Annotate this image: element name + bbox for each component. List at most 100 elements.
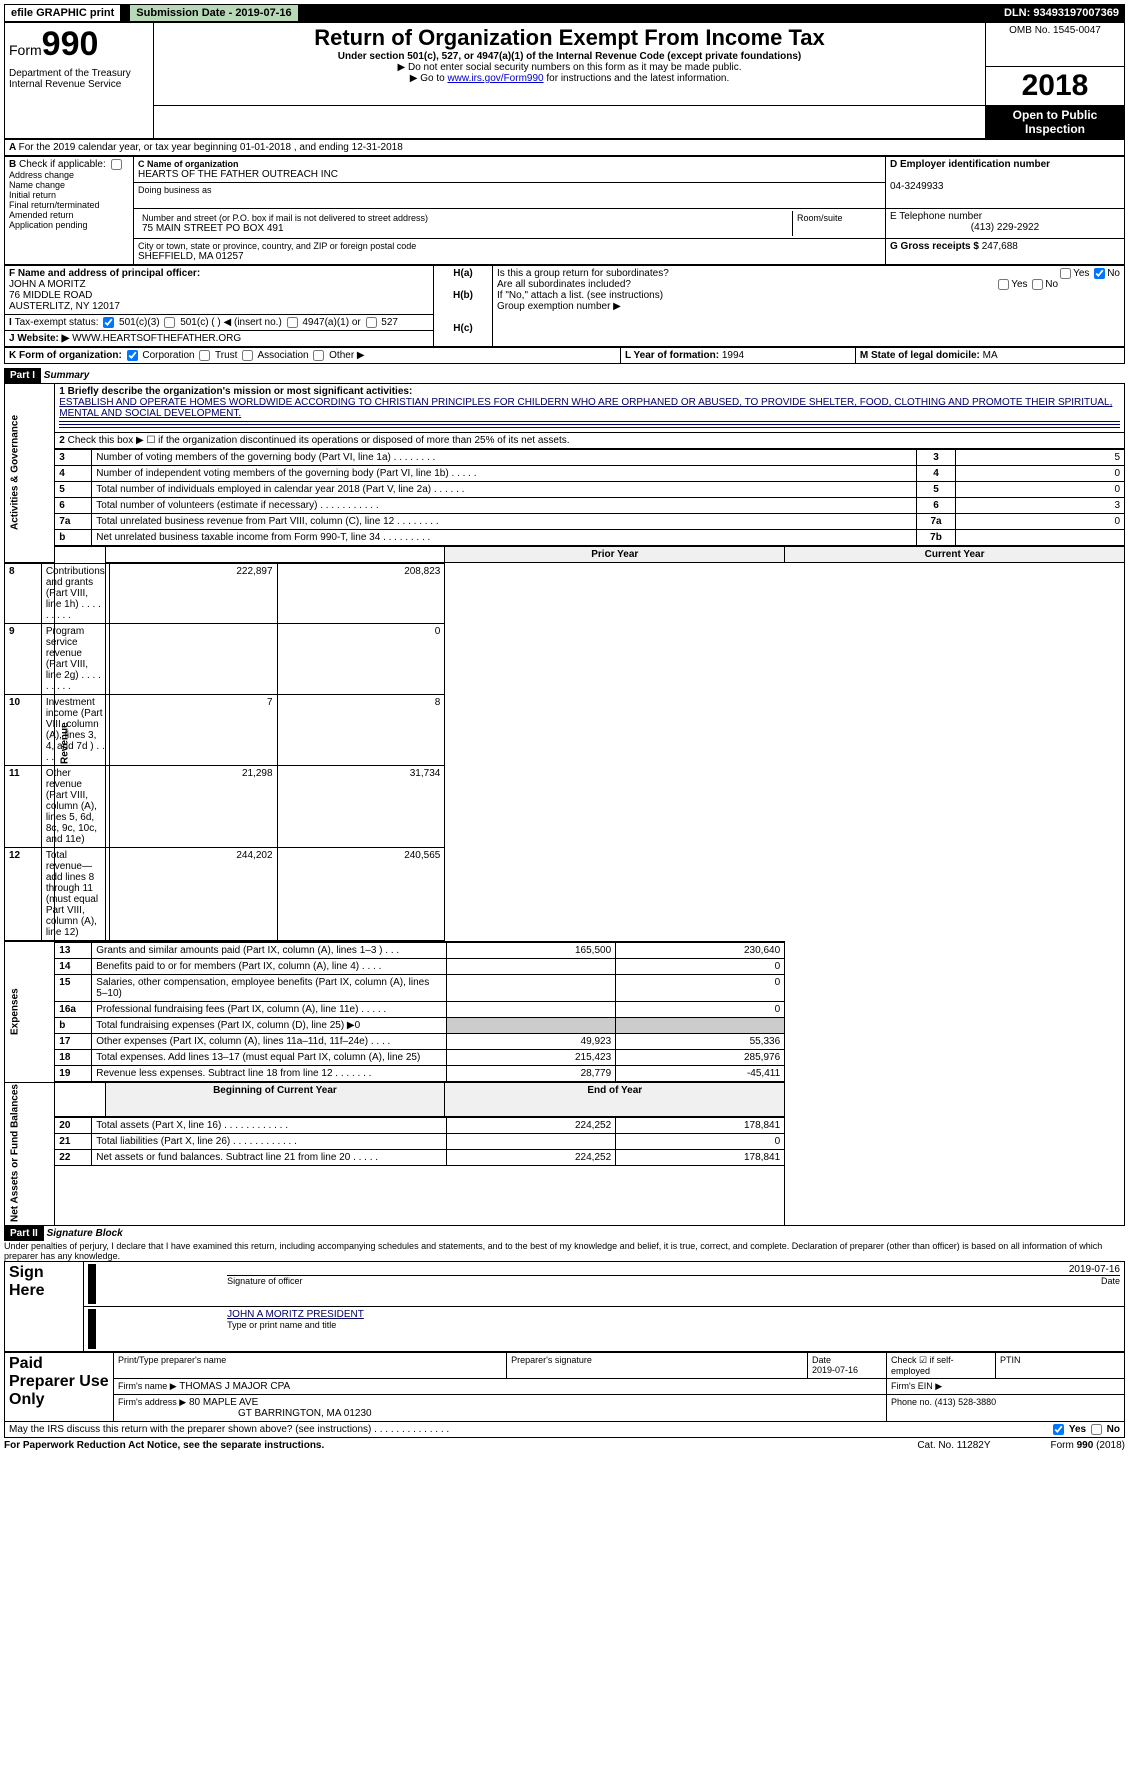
firm-name: THOMAS J MAJOR CPA xyxy=(179,1381,290,1392)
prior-value: 244,202 xyxy=(109,847,277,940)
line-box: 6 xyxy=(917,497,956,513)
line-text: Grants and similar amounts paid (Part IX… xyxy=(92,942,447,958)
line-text: Other expenses (Part IX, column (A), lin… xyxy=(92,1033,447,1049)
officer-addr1: 76 MIDDLE ROAD xyxy=(9,290,92,301)
check-applicable-box[interactable] xyxy=(111,159,122,170)
addr-label: Number and street (or P.O. box if mail i… xyxy=(142,213,788,223)
gross-value: 247,688 xyxy=(982,241,1018,252)
paid-preparer: Paid Preparer Use Only xyxy=(5,1352,114,1421)
irs-link[interactable]: www.irs.gov/Form990 xyxy=(447,73,543,84)
check-corp[interactable] xyxy=(127,350,138,361)
org-name-label: C Name of organization xyxy=(138,159,239,169)
line-box: 7b xyxy=(917,529,956,545)
check-item: Application pending xyxy=(9,220,129,230)
hb-no[interactable] xyxy=(1032,279,1043,290)
line-num: 7a xyxy=(55,513,92,529)
current-value: 31,734 xyxy=(277,765,444,847)
prior-value: 165,500 xyxy=(447,942,616,958)
line-num: 13 xyxy=(55,942,92,958)
line-text: Benefits paid to or for members (Part IX… xyxy=(92,958,447,974)
tax-year: 2018 xyxy=(986,66,1125,105)
irs-label: Internal Revenue Service xyxy=(9,79,149,90)
check-501c3[interactable] xyxy=(103,317,114,328)
org-name: HEARTS OF THE FATHER OUTREACH INC xyxy=(138,169,881,180)
sig-bar-icon xyxy=(88,1264,96,1304)
summary-table: Activities & Governance 1 Briefly descri… xyxy=(4,383,1125,1226)
check-other[interactable] xyxy=(313,350,324,361)
efile-label: efile GRAPHIC print xyxy=(4,4,121,22)
line-value: 3 xyxy=(956,497,1125,513)
form-org-label: K Form of organization: xyxy=(9,350,122,361)
mission-text: ESTABLISH AND OPERATE HOMES WORLDWIDE AC… xyxy=(59,397,1120,419)
phone-label: E Telephone number xyxy=(890,211,1120,222)
grey-cell xyxy=(447,1017,616,1033)
vlabel-ag: Activities & Governance xyxy=(5,383,55,562)
dept-treasury: Department of the Treasury xyxy=(9,68,149,79)
form-title: Return of Organization Exempt From Incom… xyxy=(158,25,981,51)
prior-value: 215,423 xyxy=(447,1049,616,1065)
goto-prefix: ▶ Go to xyxy=(410,73,448,84)
line-num: 8 xyxy=(5,563,41,623)
line-text: Net assets or fund balances. Subtract li… xyxy=(92,1150,447,1166)
officer-label: F Name and address of principal officer: xyxy=(9,268,200,279)
part2-header: Part II xyxy=(4,1226,44,1241)
current-value: 178,841 xyxy=(616,1118,785,1134)
open-public: Open to Public Inspection xyxy=(986,105,1125,138)
officer-name: JOHN A MORITZ xyxy=(9,279,86,290)
submission-date: Submission Date - 2019-07-16 xyxy=(129,4,298,22)
check-501c[interactable] xyxy=(164,317,175,328)
check-assoc[interactable] xyxy=(242,350,253,361)
firm-name-lbl: Firm's name ▶ xyxy=(118,1381,177,1391)
line-num: b xyxy=(55,1017,92,1033)
line-num: 12 xyxy=(5,847,41,940)
line-text: Total fundraising expenses (Part IX, col… xyxy=(92,1017,447,1033)
org-address: 75 MAIN STREET PO BOX 491 xyxy=(142,223,788,234)
line-text: Total number of individuals employed in … xyxy=(92,481,917,497)
ha-yes[interactable] xyxy=(1060,268,1071,279)
ha-no[interactable] xyxy=(1094,268,1105,279)
domicile-label: M State of legal domicile: xyxy=(860,350,980,361)
room-label: Room/suite xyxy=(793,211,882,236)
line-num: 3 xyxy=(55,449,92,465)
vlabel-na: Net Assets or Fund Balances xyxy=(5,1082,55,1225)
current-value: 0 xyxy=(616,958,785,974)
discuss-no[interactable] xyxy=(1091,1424,1102,1435)
opt-501c: 501(c) ( ) ◀ (insert no.) xyxy=(180,317,282,328)
omb-number: OMB No. 1545-0047 xyxy=(986,23,1125,67)
current-value: 0 xyxy=(616,974,785,1001)
prior-value: 7 xyxy=(109,694,277,765)
line-num: 15 xyxy=(55,974,92,1001)
city-label: City or town, state or province, country… xyxy=(138,241,881,251)
line-num: 10 xyxy=(5,694,41,765)
line-num: 4 xyxy=(55,465,92,481)
form-footer: For Paperwork Reduction Act Notice, see … xyxy=(4,1440,1125,1451)
sig-date-label: Date xyxy=(1101,1276,1120,1286)
opt-4947: 4947(a)(1) or xyxy=(302,317,360,328)
form-subtitle-3: ▶ Go to www.irs.gov/Form990 for instruct… xyxy=(158,73,981,84)
check-trust[interactable] xyxy=(199,350,210,361)
sig-officer-label: Signature of officer xyxy=(227,1276,302,1286)
prior-value xyxy=(109,623,277,694)
part2-title: Signature Block xyxy=(47,1228,123,1239)
line-value xyxy=(956,529,1125,545)
current-value: -45,411 xyxy=(616,1065,785,1081)
check-527[interactable] xyxy=(366,317,377,328)
line-num: b xyxy=(55,529,92,545)
line-text: Professional fundraising fees (Part IX, … xyxy=(92,1001,447,1017)
line-value: 5 xyxy=(956,449,1125,465)
footer-right: Form 990 (2018) xyxy=(1051,1440,1125,1451)
officer-addr2: AUSTERLITZ, NY 12017 xyxy=(9,301,120,312)
org-city: SHEFFIELD, MA 01257 xyxy=(138,251,881,262)
firm-ein-lbl: Firm's EIN ▶ xyxy=(887,1378,1125,1394)
check-4947[interactable] xyxy=(287,317,298,328)
discuss-yes[interactable] xyxy=(1053,1424,1064,1435)
hb-yes[interactable] xyxy=(998,279,1009,290)
footer-left: For Paperwork Reduction Act Notice, see … xyxy=(4,1440,324,1451)
opt-501c3: 501(c)(3) xyxy=(119,317,160,328)
sign-here: Sign Here xyxy=(5,1261,84,1351)
org-info: B Check if applicable: Address changeNam… xyxy=(4,156,1125,265)
vlabel-exp: Expenses xyxy=(5,941,55,1082)
sig-date: 2019-07-16 xyxy=(227,1264,1120,1275)
ptin-label: PTIN xyxy=(996,1352,1125,1378)
current-value: 8 xyxy=(277,694,444,765)
